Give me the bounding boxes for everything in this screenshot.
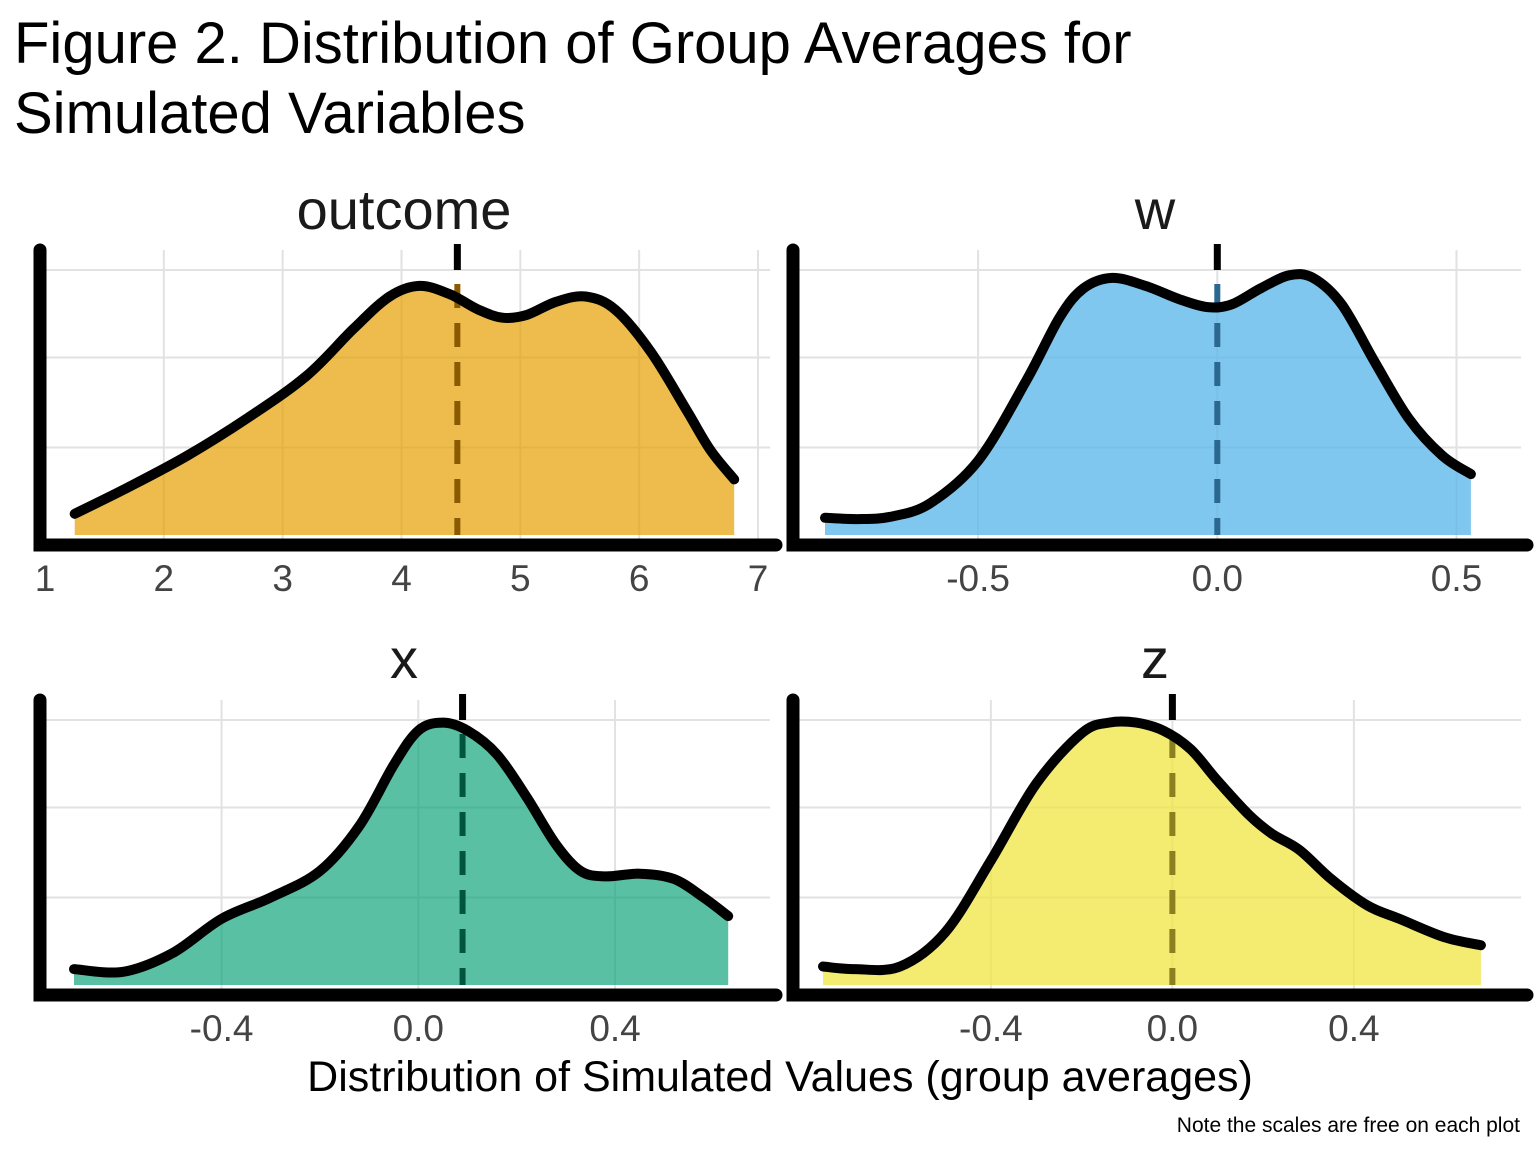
- density-line-outcome: [69, 280, 740, 519]
- axis-line: [33, 243, 783, 552]
- density-line-z: [818, 716, 1486, 976]
- x-tick-label: 2: [154, 558, 175, 599]
- x-tick-label: -0.4: [959, 1008, 1023, 1049]
- panel-z: z -0.4 0.0 0.4: [786, 627, 1534, 1049]
- x-tick-label: -0.5: [946, 558, 1010, 599]
- x-tick-label: 0.0: [1192, 558, 1243, 599]
- x-tick-label: 5: [510, 558, 531, 599]
- axis-line: [786, 693, 1534, 1002]
- x-tick-label: 0.4: [1328, 1008, 1379, 1049]
- panel-x: x -0.4 0.0 0.4: [33, 627, 783, 1049]
- x-tick-label: 0.4: [589, 1008, 640, 1049]
- x-tick-label: 7: [748, 558, 769, 599]
- x-tick-label: 0.0: [393, 1008, 444, 1049]
- x-tick-label: 4: [391, 558, 412, 599]
- density-line-x: [69, 717, 734, 978]
- figure-title-line1: Figure 2. Distribution of Group Averages…: [14, 11, 1132, 76]
- x-tick-label: -0.4: [190, 1008, 254, 1049]
- figure-title-line2: Simulated Variables: [14, 81, 526, 146]
- density-line-w: [820, 269, 1476, 525]
- axis-line: [786, 243, 1534, 552]
- x-tick-label: 0.0: [1147, 1008, 1198, 1049]
- panel-outcome: outcome 1 2 3 4 5 6 7: [33, 178, 783, 599]
- panel-title-z: z: [1141, 627, 1169, 690]
- x-tick-label: 3: [272, 558, 293, 599]
- panel-title-x: x: [390, 627, 418, 690]
- facet-panels: outcome 1 2 3 4 5 6 7 w -0.5 0.0 0.5 x -0.4 0.0 0.4 z -0.…: [33, 178, 1534, 1049]
- x-axis-title: Distribution of Simulated Values (group …: [307, 1053, 1253, 1101]
- density-area-z: [823, 721, 1481, 985]
- panel-title-w: w: [1134, 178, 1176, 241]
- axis-line: [33, 693, 783, 1002]
- figure-caption: Note the scales are free on each plot: [1177, 1114, 1520, 1137]
- x-tick-label: 0.5: [1431, 558, 1482, 599]
- panel-w: w -0.5 0.0 0.5: [786, 178, 1534, 599]
- x-tick-label: 1: [35, 558, 56, 599]
- density-area-outcome: [74, 285, 735, 535]
- density-area-w: [825, 274, 1471, 535]
- density-area-x: [74, 722, 729, 985]
- panel-title-outcome: outcome: [297, 178, 512, 241]
- x-tick-label: 6: [629, 558, 650, 599]
